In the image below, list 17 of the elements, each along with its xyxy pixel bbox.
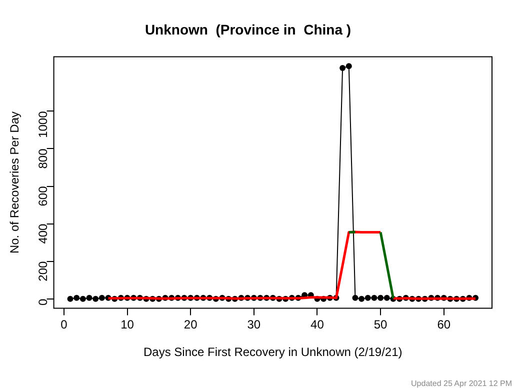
x-tick-label: 40 [310, 318, 324, 332]
x-tick-label: 60 [437, 318, 451, 332]
y-axis-title: No. of Recoveries Per Day [8, 111, 22, 254]
chart-title: Unknown (Province in China ) [144, 21, 352, 38]
x-tick-label: 0 [60, 318, 68, 332]
y-tick-label: 600 [36, 186, 50, 206]
y-tick-label: 200 [36, 260, 50, 282]
y-tick-label: 800 [36, 148, 50, 169]
text: Updated 25 Apr 2021 12 PM [411, 379, 512, 388]
x-axis-title: Days Since First Recovery in Unknown (2/19/21) [144, 345, 402, 360]
x-tick-label: 50 [374, 318, 388, 332]
y-tick-label: 0 [36, 298, 50, 306]
y-tick-label: 400 [36, 223, 50, 244]
x-tick-label: 20 [184, 318, 198, 332]
x-tick-label: 10 [120, 318, 134, 332]
x-tick-label: 30 [247, 318, 261, 332]
y-tick-label: 1000 [36, 110, 50, 138]
